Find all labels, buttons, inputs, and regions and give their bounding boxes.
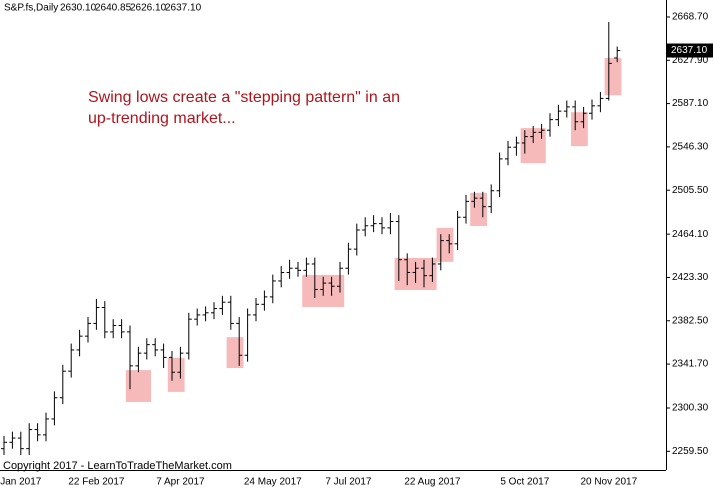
swing-low-highlight	[167, 357, 185, 392]
bars	[1, 21, 621, 456]
swing-low-highlight	[571, 112, 588, 147]
swing-low-highlight	[226, 337, 244, 368]
y-tick-label: 2259.50	[672, 446, 709, 457]
price-tag	[667, 43, 713, 58]
x-tick-label: 20 Nov 2017	[580, 477, 637, 488]
x-tick-label: Jan 2017	[0, 477, 42, 488]
x-tick-label: 7 Jul 2017	[325, 477, 372, 488]
y-tick-label: 2627.90	[672, 55, 709, 66]
y-tick-label: 2382.50	[672, 315, 709, 326]
y-tick-label: 2300.30	[672, 403, 709, 414]
y-tick-label: 2464.10	[672, 229, 709, 240]
last-low: 2626.10	[130, 3, 167, 14]
y-tick-label: 2505.50	[672, 185, 709, 196]
last-open: 2630.10	[60, 3, 97, 14]
x-tick-label: 22 Feb 2017	[68, 477, 125, 488]
last-high: 2640.85	[95, 3, 132, 14]
swing-low-highlight	[604, 58, 622, 96]
axes: 2259.50 2300.30 2341.70 2382.50 2423.30 2464.…	[0, 12, 713, 488]
price-tag-label: 2637.10	[671, 45, 708, 56]
last-close: 2637.10	[165, 3, 202, 14]
x-tick-label: 5 Oct 2017	[500, 477, 549, 488]
y-tick-label: 2341.70	[672, 359, 709, 370]
annotation: Swing lows create a "stepping pattern" i…	[88, 89, 400, 106]
swing-low-highlight	[436, 227, 454, 262]
y-tick-label: 2587.10	[672, 98, 709, 109]
x-tick-label: 7 Apr 2017	[156, 477, 205, 488]
y-tick-label: 2423.30	[672, 272, 709, 283]
symbol: S&P.fs,Daily	[4, 3, 58, 14]
copyright: Copyright 2017 - LearnToTradeTheMarket.c…	[3, 460, 232, 472]
x-tick-label: 24 May 2017	[244, 477, 302, 488]
y-tick-label: 2546.30	[672, 142, 709, 153]
y-tick-label: 2668.70	[672, 12, 709, 23]
swing-low-highlight	[470, 192, 487, 226]
x-tick-label: 22 Aug 2017	[404, 477, 461, 488]
annotation: up-trending market...	[88, 110, 236, 127]
